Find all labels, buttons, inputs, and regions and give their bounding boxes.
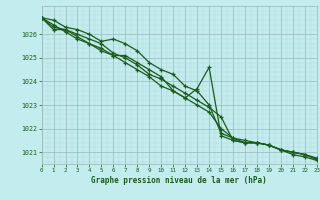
X-axis label: Graphe pression niveau de la mer (hPa): Graphe pression niveau de la mer (hPa) (91, 176, 267, 185)
